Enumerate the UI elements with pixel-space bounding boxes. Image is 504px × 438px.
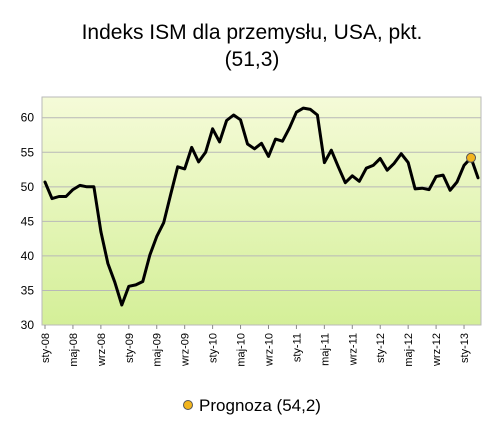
x-tick-label: maj-10 [236,333,248,367]
y-tick-label: 50 [21,180,35,194]
y-tick-label: 45 [21,214,35,228]
y-tick-label: 60 [21,111,35,125]
x-tick-label: wrz-10 [263,333,275,367]
x-tick-label: sty-13 [459,333,471,363]
legend-marker-icon [183,399,194,410]
legend: Prognoza (54,2) [0,396,504,416]
x-tick-label: sty-08 [40,333,52,363]
x-tick-label: wrz-09 [180,333,192,367]
forecast-point [466,152,477,163]
ism-index-line [43,106,480,307]
x-tick-label: maj-12 [403,333,415,367]
y-tick-label: 30 [21,318,35,332]
x-tick-label: sty-12 [375,333,387,363]
y-tick-label: 55 [21,145,35,159]
x-tick-label: sty-09 [124,333,136,363]
x-tick-label: maj-09 [152,333,164,367]
chart-subtitle: (51,3) [224,48,280,71]
y-tick-label: 40 [21,249,35,263]
x-tick-label: wrz-12 [431,333,443,367]
x-tick-label: wrz-08 [96,333,108,367]
y-tick-label: 35 [21,283,35,297]
x-tick-label: sty-11 [291,333,303,362]
x-tick-label: maj-08 [68,333,80,367]
x-tick-label: sty-10 [208,333,220,363]
x-tick-label: wrz-11 [347,333,359,366]
legend-label: Prognoza (54,2) [199,396,321,415]
x-tick-label: maj-11 [319,333,331,366]
chart-title: Indeks ISM dla przemysłu, USA, pkt. [81,21,423,44]
